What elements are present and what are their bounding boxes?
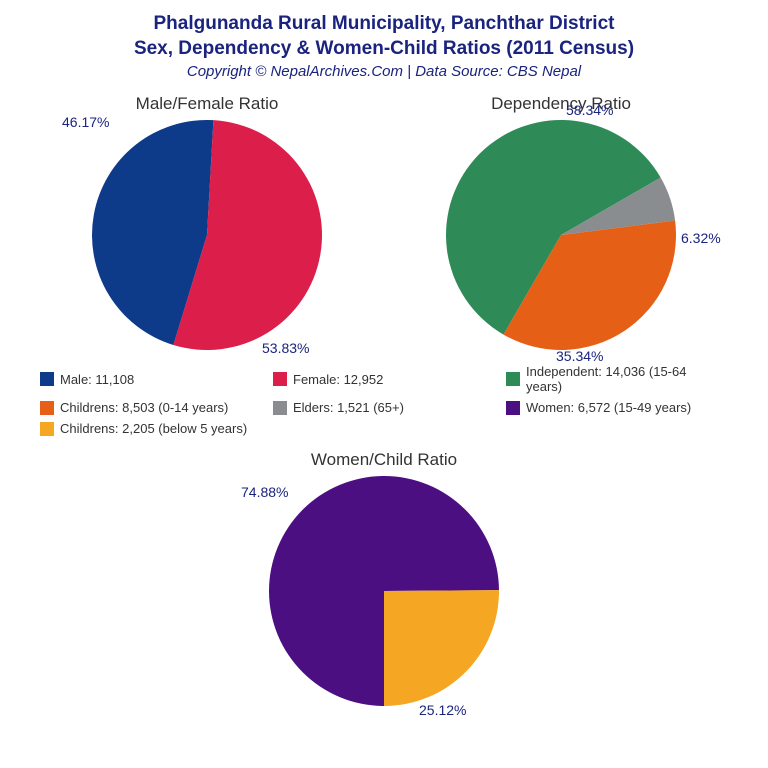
legend-item: Women: 6,572 (15-49 years) xyxy=(506,400,721,415)
legend-swatch xyxy=(40,422,54,436)
legend-item: Male: 11,108 xyxy=(40,364,255,394)
legend-text: Childrens: 2,205 (below 5 years) xyxy=(60,421,247,436)
chart3-pie: 74.88%25.12% xyxy=(269,476,499,706)
chart2-title: Dependency Ratio xyxy=(396,94,726,114)
legend-swatch xyxy=(506,401,520,415)
legend-text: Women: 6,572 (15-49 years) xyxy=(526,400,691,415)
legend-swatch xyxy=(273,372,287,386)
chart2-pie: 58.34%6.32%35.34% xyxy=(446,120,676,350)
legend-swatch xyxy=(40,401,54,415)
chart-women-child: Women/Child Ratio 74.88%25.12% xyxy=(0,450,768,706)
pie-slice xyxy=(384,591,499,707)
legend-item: Independent: 14,036 (15-64 years) xyxy=(506,364,721,394)
legend: Male: 11,108 Female: 12,952 Independent: 1… xyxy=(0,350,768,446)
page-title-line1: Phalgunanda Rural Municipality, Panchtha… xyxy=(20,12,748,37)
legend-text: Female: 12,952 xyxy=(293,372,383,387)
legend-item: Childrens: 8,503 (0-14 years) xyxy=(40,400,255,415)
header: Phalgunanda Rural Municipality, Panchtha… xyxy=(0,0,768,84)
pie-slice-label: 35.34% xyxy=(556,348,603,364)
chart-male-female: Male/Female Ratio 46.17%53.83% xyxy=(42,94,372,350)
legend-text: Male: 11,108 xyxy=(60,372,134,387)
pie-slice-label: 6.32% xyxy=(681,230,721,246)
pie-slice-label: 74.88% xyxy=(241,484,288,500)
chart-dependency: Dependency Ratio 58.34%6.32%35.34% xyxy=(396,94,726,350)
pie-slice-label: 25.12% xyxy=(419,702,466,718)
page-title-line2: Sex, Dependency & Women-Child Ratios (20… xyxy=(20,37,748,62)
legend-swatch xyxy=(40,372,54,386)
pie-slice-label: 46.17% xyxy=(62,114,109,130)
legend-text: Elders: 1,521 (65+) xyxy=(293,400,404,415)
chart1-title: Male/Female Ratio xyxy=(42,94,372,114)
legend-text: Childrens: 8,503 (0-14 years) xyxy=(60,400,228,415)
pie-slice-label: 58.34% xyxy=(566,102,613,118)
legend-item: Elders: 1,521 (65+) xyxy=(273,400,488,415)
legend-text: Independent: 14,036 (15-64 years) xyxy=(526,364,721,394)
page-subtitle: Copyright © NepalArchives.Com | Data Sou… xyxy=(20,63,748,80)
legend-item: Female: 12,952 xyxy=(273,364,488,394)
legend-swatch xyxy=(273,401,287,415)
legend-item: Childrens: 2,205 (below 5 years) xyxy=(40,421,255,436)
chart1-pie: 46.17%53.83% xyxy=(92,120,322,350)
legend-swatch xyxy=(506,372,520,386)
chart3-title: Women/Child Ratio xyxy=(0,450,768,470)
top-charts-row: Male/Female Ratio 46.17%53.83% Dependenc… xyxy=(0,84,768,350)
pie-slice-label: 53.83% xyxy=(262,340,309,356)
